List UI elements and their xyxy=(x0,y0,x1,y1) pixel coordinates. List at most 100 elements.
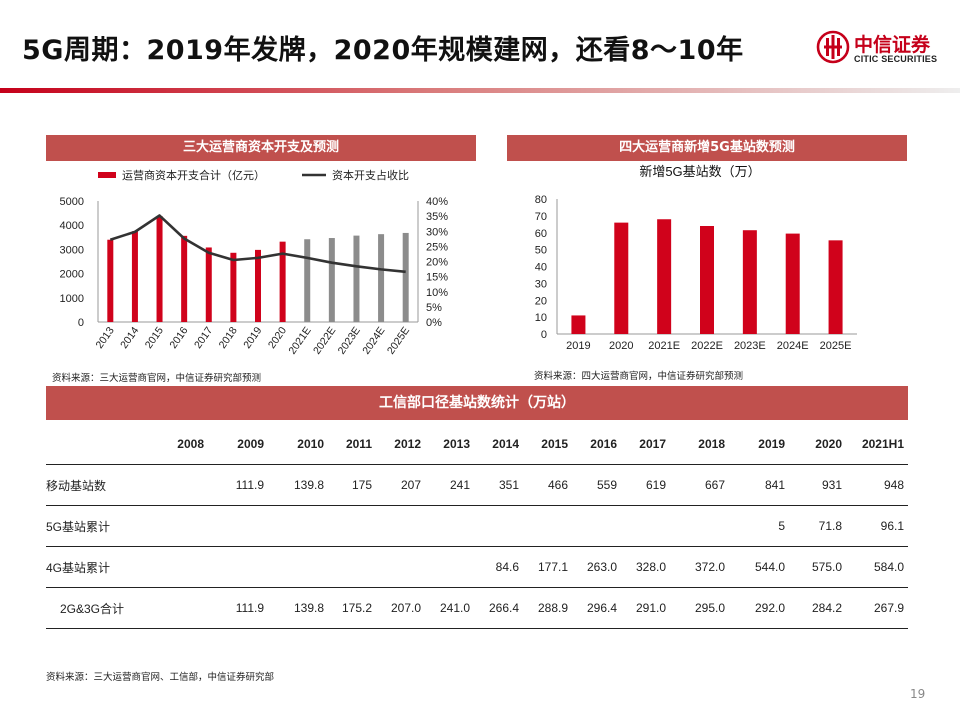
table-cell xyxy=(268,505,328,547)
table-header-cell: 2021H1 xyxy=(846,424,908,465)
table-cell: 667 xyxy=(670,464,729,506)
y-tick-label: 80 xyxy=(535,194,547,206)
table-cell xyxy=(158,505,208,547)
table-cell: 263.0 xyxy=(572,546,621,588)
x-tick-label: 2023E xyxy=(336,325,363,357)
table-cell: 931 xyxy=(789,464,846,506)
table-cell: 111.9 xyxy=(208,587,268,629)
table-row-label: 移动基站数 xyxy=(46,464,158,506)
table-cell: 96.1 xyxy=(846,505,908,547)
table-cell: 139.8 xyxy=(268,464,328,506)
basestation-bar xyxy=(657,219,672,334)
table-cell: 292.0 xyxy=(729,587,789,629)
chart1-band-title: 三大运营商资本开支及预测 xyxy=(46,135,476,161)
y-tick-label: 2000 xyxy=(60,269,84,281)
table-cell: 466 xyxy=(523,464,572,506)
x-tick-label: 2013 xyxy=(94,325,117,351)
table-cell: 139.8 xyxy=(268,587,328,629)
table-band-title: 工信部口径基站数统计（万站） xyxy=(46,386,908,420)
x-tick-label: 2017 xyxy=(192,325,215,351)
legend-bar-label: 运营商资本开支合计（亿元） xyxy=(122,168,265,182)
table-header-cell: 2013 xyxy=(425,424,474,465)
table-cell xyxy=(670,505,729,547)
logo-text-zh: 中信证券 xyxy=(854,34,931,56)
y2-tick-label: 0% xyxy=(426,317,442,329)
y-tick-label: 10 xyxy=(535,312,547,324)
table-cell xyxy=(376,505,425,547)
y-tick-label: 50 xyxy=(535,245,547,257)
table-header-cell: 2020 xyxy=(789,424,846,465)
y-tick-label: 60 xyxy=(535,228,547,240)
table-cell: 241 xyxy=(425,464,474,506)
capex-bar xyxy=(181,235,188,322)
table-cell: 175.2 xyxy=(328,587,376,629)
x-tick-label: 2021E xyxy=(286,325,313,357)
basestation-bar xyxy=(785,233,800,334)
citic-logo-icon xyxy=(816,30,850,64)
chart2-title: 新增5G基站数（万） xyxy=(639,164,760,179)
table-header-cell: 2010 xyxy=(268,424,328,465)
table-cell: 84.6 xyxy=(474,546,523,588)
chart2-band-title: 四大运营商新增5G基站数预测 xyxy=(507,135,907,161)
table-header-row: 2008 2009 2010 2011 2012 2013 2014 2015 2016 2017… xyxy=(46,424,908,465)
y2-tick-label: 10% xyxy=(426,287,448,299)
table-cell xyxy=(208,546,268,588)
y2-tick-label: 30% xyxy=(426,226,448,238)
y-tick-label: 1000 xyxy=(60,293,84,305)
x-tick-label: 2019 xyxy=(241,325,264,351)
x-tick-label: 2019 xyxy=(566,340,590,352)
table-cell xyxy=(158,464,208,506)
x-tick-label: 2022E xyxy=(311,325,338,357)
table-header-cell: 2012 xyxy=(376,424,425,465)
basestation-bar xyxy=(571,315,586,334)
x-tick-label: 2020 xyxy=(609,340,633,352)
table-cell xyxy=(268,546,328,588)
table-header-cell: 2016 xyxy=(572,424,621,465)
table-cell: 295.0 xyxy=(670,587,729,629)
x-tick-label: 2025E xyxy=(820,340,852,352)
table-cell xyxy=(158,587,208,629)
x-tick-label: 2018 xyxy=(217,325,240,351)
table-cell xyxy=(425,505,474,547)
capex-ratio-line xyxy=(109,214,406,274)
table-cell: 584.0 xyxy=(846,546,908,588)
table-cell: 5 xyxy=(729,505,789,547)
table-cell: 372.0 xyxy=(670,546,729,588)
capex-bar xyxy=(205,247,212,322)
y-tick-label: 0 xyxy=(78,317,84,329)
y-tick-label: 0 xyxy=(541,329,547,341)
table-cell: 328.0 xyxy=(621,546,670,588)
chart1-source: 资料来源：三大运营商官网，中信证券研究部预测 xyxy=(52,373,262,384)
x-tick-label: 2024E xyxy=(360,325,387,357)
table-cell xyxy=(328,505,376,547)
y2-tick-label: 15% xyxy=(426,272,448,284)
table-row: 5G基站累计 5 71.8 96.1 xyxy=(46,505,908,547)
table-cell: 177.1 xyxy=(523,546,572,588)
table-cell xyxy=(158,546,208,588)
capex-bar xyxy=(279,241,286,322)
capex-chart: 运营商资本开支合计（亿元） 资本开支占收比 0 1000 2000 3000 4000 5… xyxy=(60,168,449,357)
y-tick-label: 3000 xyxy=(60,244,84,256)
table-cell: 841 xyxy=(729,464,789,506)
y-tick-label: 40 xyxy=(535,262,547,274)
table-row-label: 4G基站累计 xyxy=(46,546,158,588)
capex-bar xyxy=(107,239,114,322)
table-cell xyxy=(572,505,621,547)
table-header-cell: 2017 xyxy=(621,424,670,465)
table-header-cell: 2011 xyxy=(328,424,376,465)
table-cell xyxy=(376,546,425,588)
x-tick-label: 2014 xyxy=(118,325,141,351)
capex-bar xyxy=(230,252,237,322)
table-row-label: 2G&3G合计 xyxy=(46,587,158,629)
table-header-cell: 2019 xyxy=(729,424,789,465)
table-cell: 111.9 xyxy=(208,464,268,506)
table-cell: 71.8 xyxy=(789,505,846,547)
x-tick-label: 2020 xyxy=(266,325,289,351)
table-cell xyxy=(208,505,268,547)
legend-bar-swatch xyxy=(98,172,116,178)
legend-line-label: 资本开支占收比 xyxy=(332,168,409,182)
basestation-bar xyxy=(742,230,757,334)
table-cell: 544.0 xyxy=(729,546,789,588)
table-header-cell: 2008 xyxy=(158,424,208,465)
chart2-source: 资料来源：四大运营商官网，中信证券研究部预测 xyxy=(534,371,744,382)
